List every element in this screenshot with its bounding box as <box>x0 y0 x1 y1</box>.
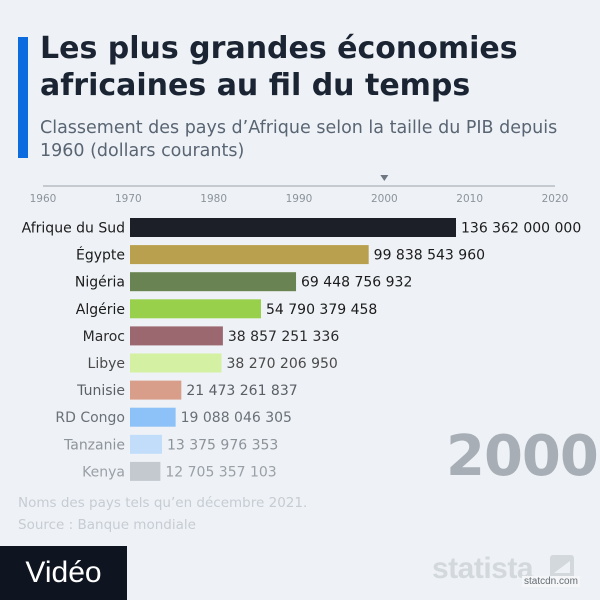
category-label: Maroc <box>83 329 125 345</box>
category-label: Tanzanie <box>63 437 125 453</box>
timeline-tick-label: 1980 <box>200 193 227 205</box>
bar <box>130 407 176 427</box>
note-line: Noms des pays tels qu’en décembre 2021. <box>18 495 308 511</box>
value-label: 136 362 000 000 <box>461 221 581 237</box>
bar <box>130 353 222 373</box>
bar <box>130 272 297 292</box>
timeline-tick-label: 2000 <box>371 193 398 205</box>
bar <box>130 245 369 265</box>
category-label: Égypte <box>76 247 125 264</box>
category-label: Nigéria <box>75 275 125 291</box>
category-label: RD Congo <box>55 410 125 426</box>
value-label: 99 838 543 960 <box>374 248 485 264</box>
statista-mark-icon <box>550 555 574 579</box>
logo-text: statista <box>432 552 534 585</box>
timeline-tick-label: 2010 <box>456 193 483 205</box>
bar <box>130 461 161 481</box>
category-label: Algérie <box>76 302 125 318</box>
title-accent-bar <box>18 37 28 158</box>
category-label: Afrique du Sud <box>22 221 125 237</box>
page-title: Les plus grandes économies africaines au… <box>40 31 518 103</box>
bar <box>130 434 162 454</box>
value-label: 38 857 251 336 <box>228 329 339 345</box>
page-subtitle: Classement des pays d’Afrique selon la t… <box>40 118 558 161</box>
timeline-tick-label: 2020 <box>542 193 569 205</box>
bar <box>130 299 261 319</box>
value-label: 13 375 976 353 <box>167 437 278 453</box>
timeline-tick-label: 1990 <box>286 193 313 205</box>
value-label: 19 088 046 305 <box>181 410 292 426</box>
value-label: 38 270 206 950 <box>226 356 337 372</box>
value-label: 12 705 357 103 <box>165 464 276 480</box>
bar <box>130 380 182 400</box>
value-label: 54 790 379 458 <box>266 302 377 318</box>
timeline-tick-label: 1970 <box>115 193 142 205</box>
statista-logo: statista <box>432 552 582 585</box>
source-line: Source : Banque mondiale <box>18 517 196 533</box>
category-label: Libye <box>88 356 125 372</box>
current-year-label: 2000 <box>446 424 599 489</box>
timeline-marker-icon[interactable] <box>380 175 389 181</box>
bar <box>130 218 456 237</box>
bar <box>130 326 223 346</box>
chart-notes: Noms des pays tels qu’en décembre 2021. … <box>18 492 307 536</box>
category-label: Tunisie <box>76 383 125 399</box>
bar-chart: Afrique du Sud 136 362 000 000 Égypte 99 83… <box>22 218 581 481</box>
value-label: 21 473 261 837 <box>186 383 297 399</box>
video-button[interactable]: Vidéo <box>0 546 127 600</box>
timeline-tick-label: 1960 <box>30 193 57 205</box>
category-label: Kenya <box>82 464 125 480</box>
cdn-credit: statcdn.com <box>522 576 580 587</box>
year-timeline[interactable]: 1960 1970 1980 1990 2000 2010 2020 <box>0 172 600 206</box>
value-label: 69 448 756 932 <box>301 275 412 291</box>
